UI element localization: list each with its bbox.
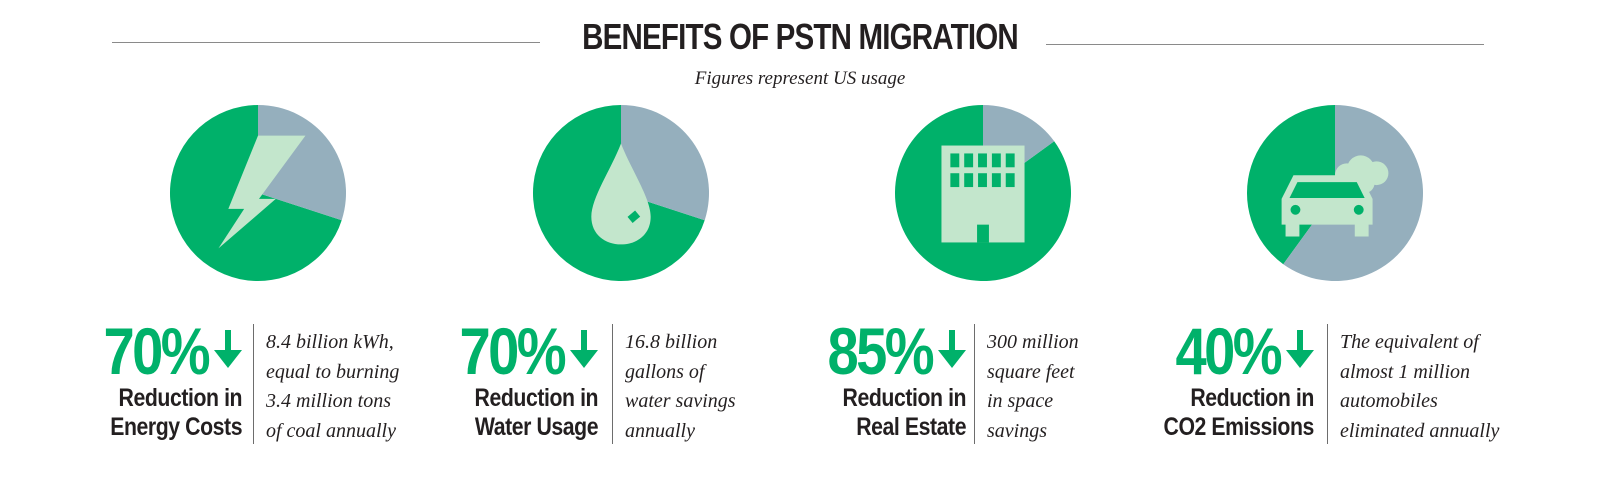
note-line: in space — [987, 390, 1054, 412]
stat-label-line: Water Usage — [474, 413, 599, 441]
stat-label-line: Energy Costs — [110, 413, 242, 441]
stat-divider — [253, 324, 254, 444]
arrow-down-icon — [214, 330, 242, 368]
arrow-down-icon — [570, 330, 598, 368]
building-icon — [941, 145, 1025, 243]
note-line: equal to burning — [266, 360, 400, 383]
note-line: almost 1 million — [1340, 360, 1471, 383]
stat-label-line: Real Estate — [856, 413, 966, 441]
note-line: 8.4 billion kWh, — [266, 331, 394, 353]
water-drop-icon — [591, 143, 651, 245]
title-rule-left — [112, 42, 540, 43]
percent-value: 85% — [827, 314, 934, 388]
percent-value: 70% — [103, 314, 210, 388]
pie-chart-real-estate — [894, 104, 1072, 282]
stat-note-water: 16.8 billion gallons of water savings an… — [625, 328, 736, 446]
page-title: BENEFITS OF PSTN MIGRATION — [582, 16, 1019, 57]
pie-chart-co2 — [1246, 104, 1424, 282]
pie-chart-energy — [169, 104, 347, 282]
note-line: The equivalent of — [1340, 331, 1479, 353]
note-line: water savings — [625, 390, 736, 412]
stat-divider — [612, 324, 613, 444]
stat-energy: 70% Reduction in Energy Costs — [80, 318, 242, 446]
stat-real-estate: 85% Reduction in Real Estate — [800, 318, 966, 446]
note-line: 16.8 billion — [625, 331, 718, 353]
stat-co2: 40% Reduction in CO2 Emissions — [1130, 314, 1315, 446]
stat-label-line: Reduction in — [474, 384, 598, 412]
note-line: of coal annually — [266, 419, 396, 442]
stat-divider — [974, 324, 975, 444]
pie-chart-water — [532, 104, 710, 282]
note-line: annually — [625, 419, 695, 442]
stat-label-line: Reduction in — [1190, 384, 1314, 412]
note-line: automobiles — [1340, 390, 1438, 412]
percent-value: 70% — [459, 314, 566, 388]
stat-note-co2: The equivalent of almost 1 million autom… — [1340, 328, 1499, 446]
percent-value: 40% — [1175, 314, 1282, 388]
stat-label-line: Reduction in — [118, 384, 242, 412]
note-line: square feet — [987, 360, 1075, 383]
note-line: savings — [987, 419, 1047, 442]
lightning-icon — [218, 135, 306, 249]
stat-divider — [1327, 324, 1328, 444]
arrow-down-icon — [1286, 330, 1314, 368]
car-exhaust-icon — [1281, 155, 1389, 237]
pie-slice-remaining — [258, 104, 347, 221]
arrow-down-icon — [938, 330, 966, 368]
stat-label-line: CO2 Emissions — [1163, 413, 1315, 441]
stat-note-real-estate: 300 million square feet in space savings — [987, 328, 1079, 446]
note-line: gallons of — [625, 360, 705, 383]
note-line: eliminated annually — [1340, 419, 1500, 442]
stat-label-line: Reduction in — [842, 384, 966, 412]
stat-note-energy: 8.4 billion kWh, equal to burning 3.4 mi… — [266, 328, 399, 446]
note-line: 3.4 million tons — [266, 390, 392, 412]
title-rule-right — [1046, 44, 1484, 45]
stat-water: 70% Reduction in Water Usage — [436, 318, 598, 446]
note-line: 300 million — [987, 331, 1079, 353]
page-subtitle: Figures represent US usage — [694, 68, 906, 89]
